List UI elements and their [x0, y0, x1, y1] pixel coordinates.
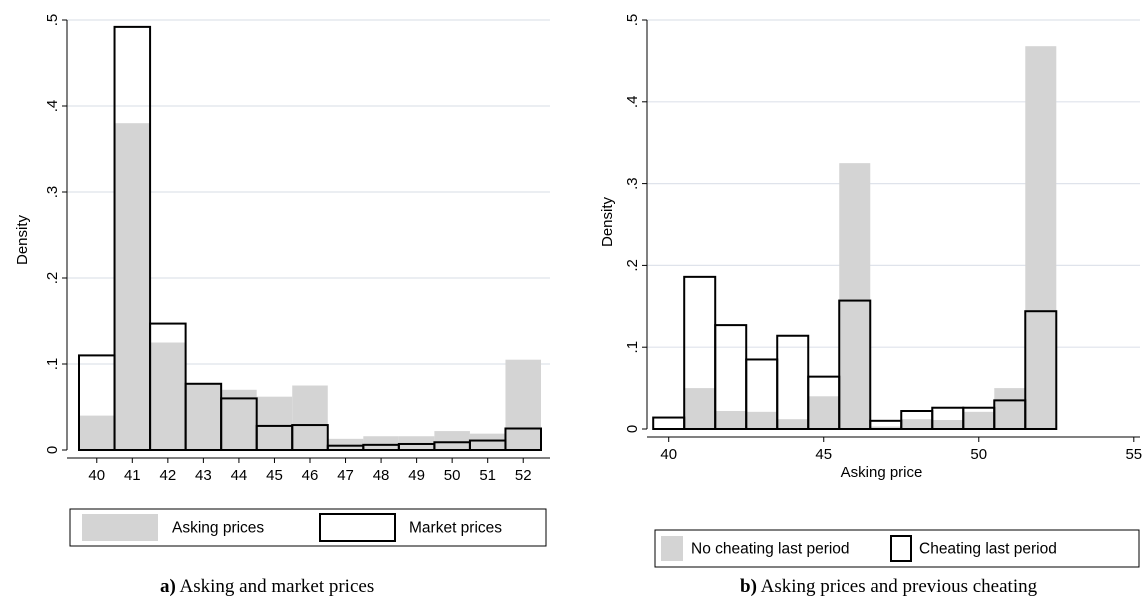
legend-key-filled — [82, 514, 158, 541]
chart-panel-a: 0 .1 .2 .3 .4 .5 Density 40 41 42 43 44 45 46 47 48 49 50… — [14, 14, 550, 547]
y-tick-label: .1 — [624, 341, 641, 354]
caption-a-text: Asking and market prices — [175, 576, 375, 597]
bar-filled-b-5 — [808, 396, 840, 429]
bar-filled-a-12 — [505, 359, 541, 450]
x-tick-label: 41 — [124, 467, 141, 484]
x-tick-label: 47 — [337, 467, 354, 484]
bar-filled-b-6 — [839, 163, 871, 429]
bar-outline-b-6 — [838, 299, 872, 430]
x-tick-label: 46 — [302, 467, 319, 484]
bar-outline-b-0 — [652, 416, 686, 431]
x-tick-label: 40 — [88, 467, 105, 484]
bar-filled-b-1 — [684, 388, 716, 429]
x-tick-label: 42 — [160, 467, 177, 484]
bar-filled-a-10 — [434, 431, 470, 450]
bar-filled-b-7 — [870, 426, 902, 429]
y-tick-label: .3 — [44, 186, 61, 199]
bar-outline-b-4 — [776, 334, 810, 430]
legend-label: No cheating last period — [691, 541, 850, 558]
x-tick-label: 49 — [408, 467, 425, 484]
y-tick-label: .3 — [624, 177, 641, 190]
x-tick-label: 40 — [660, 446, 677, 463]
x-tick-label: 43 — [195, 467, 212, 484]
legend-label: Market prices — [409, 520, 502, 537]
bar-filled-a-4 — [221, 389, 257, 450]
y-tick-label: .1 — [44, 358, 61, 371]
x-tick-label: 44 — [231, 467, 248, 484]
bar-filled-a-1 — [114, 123, 151, 450]
y-tick-label: .5 — [44, 14, 61, 27]
x-tick-label: 48 — [373, 467, 390, 484]
bar-filled-b-3 — [746, 411, 778, 429]
bar-outline-b-12 — [1024, 310, 1058, 431]
legend-label: Cheating last period — [919, 541, 1057, 558]
bar-outline-a-12 — [504, 427, 543, 451]
legend-label: Asking prices — [172, 520, 264, 537]
bar-outline-a-4 — [220, 397, 258, 451]
bar-filled-b-11 — [994, 388, 1026, 429]
y-axis-title: Density — [14, 214, 31, 265]
x-tick-label: 51 — [479, 467, 496, 484]
x-axis-title: Asking price — [841, 464, 923, 481]
x-tick-label: 50 — [970, 446, 987, 463]
y-tick-label: .4 — [44, 100, 61, 113]
bar-filled-a-2 — [150, 342, 186, 450]
caption-b-text: Asking prices and previous cheating — [756, 576, 1038, 597]
caption-a: a) Asking and market prices — [160, 576, 374, 598]
x-tick-label: 55 — [1125, 446, 1142, 463]
bar-filled-b-2 — [715, 411, 747, 429]
bar-filled-b-10 — [963, 411, 995, 429]
y-tick-label: 0 — [624, 425, 641, 433]
bar-filled-b-8 — [901, 419, 933, 429]
bar-filled-a-8 — [363, 436, 399, 450]
bar-filled-b-4 — [777, 419, 809, 429]
bar-filled-a-11 — [469, 433, 506, 450]
bar-filled-a-0 — [79, 415, 115, 450]
bar-outline-a-1 — [113, 25, 152, 451]
caption-b: b) Asking prices and previous cheating — [740, 576, 1037, 598]
caption-a-label: a) — [160, 576, 176, 597]
x-tick-label: 52 — [515, 467, 532, 484]
y-tick-label: .4 — [624, 96, 641, 109]
chart-panel-b: 0 .1 .2 .3 .4 .5 Density 40 45 50 55 Asking price No… — [599, 14, 1142, 568]
bar-filled-b-12 — [1025, 46, 1057, 430]
legend-key-filled — [661, 536, 683, 561]
x-tick-label: 50 — [444, 467, 461, 484]
bar-filled-a-6 — [292, 385, 328, 450]
y-tick-label: .2 — [44, 272, 61, 285]
legend-key-outline — [890, 535, 912, 562]
bar-filled-a-3 — [185, 383, 222, 450]
y-axis-title: Density — [599, 196, 616, 247]
bar-filled-b-9 — [932, 420, 964, 429]
bar-filled-a-7 — [327, 438, 364, 450]
caption-b-label: b) — [740, 576, 757, 597]
x-tick-label: 45 — [815, 446, 832, 463]
x-tick-label: 45 — [266, 467, 283, 484]
legend-key-outline — [319, 513, 396, 542]
y-tick-label: .5 — [624, 14, 641, 27]
bar-outline-a-6 — [291, 424, 329, 451]
bar-filled-a-5 — [256, 396, 293, 450]
y-tick-label: 0 — [44, 446, 61, 454]
y-tick-label: .2 — [624, 259, 641, 272]
